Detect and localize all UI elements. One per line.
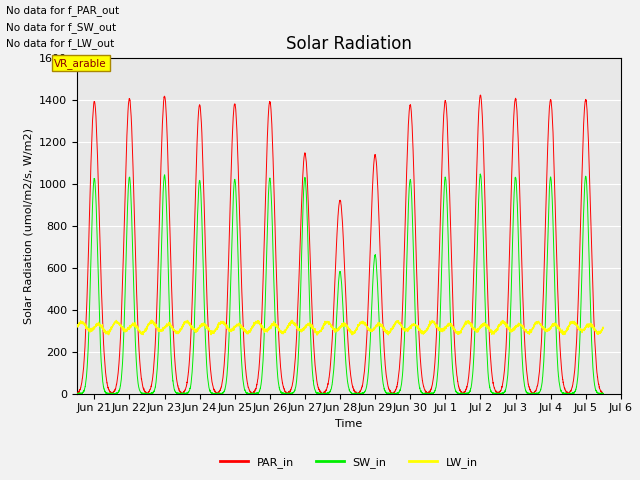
Text: No data for f_LW_out: No data for f_LW_out [6, 38, 115, 49]
Text: VR_arable: VR_arable [54, 58, 107, 69]
Y-axis label: Solar Radiation (umol/m2/s, W/m2): Solar Radiation (umol/m2/s, W/m2) [24, 128, 33, 324]
Text: No data for f_PAR_out: No data for f_PAR_out [6, 5, 120, 16]
Legend: PAR_in, SW_in, LW_in: PAR_in, SW_in, LW_in [216, 453, 482, 473]
Title: Solar Radiation: Solar Radiation [286, 35, 412, 53]
X-axis label: Time: Time [335, 419, 362, 429]
Text: No data for f_SW_out: No data for f_SW_out [6, 22, 116, 33]
